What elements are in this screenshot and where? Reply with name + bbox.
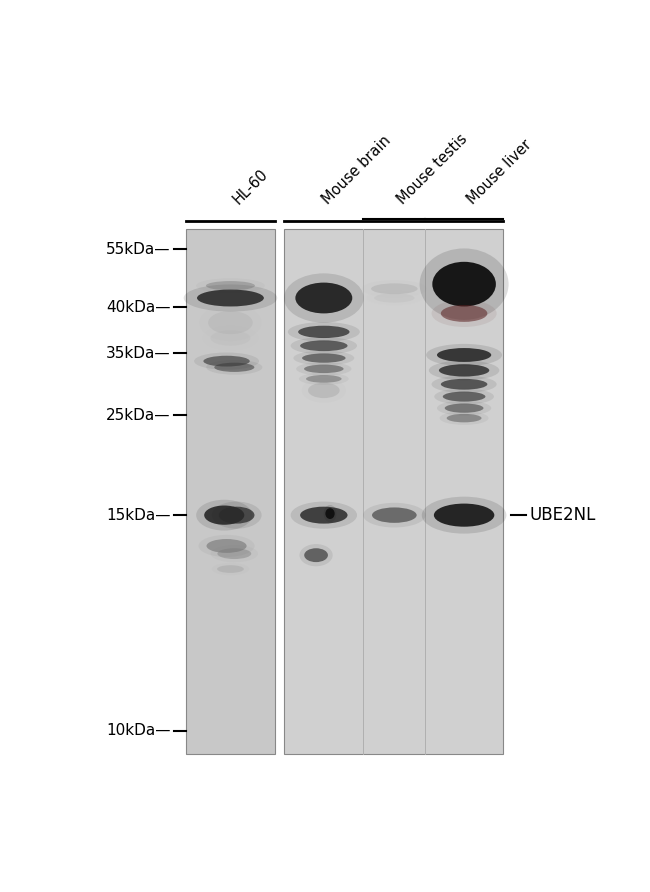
Ellipse shape [432,262,496,307]
Ellipse shape [439,364,489,376]
Ellipse shape [203,356,250,367]
Ellipse shape [217,566,244,573]
Ellipse shape [372,508,417,523]
Text: HL-60: HL-60 [231,167,271,207]
Ellipse shape [208,311,253,334]
Text: Mouse liver: Mouse liver [464,137,534,207]
Ellipse shape [432,300,497,327]
Ellipse shape [300,544,333,566]
Ellipse shape [211,545,258,562]
Ellipse shape [206,359,263,375]
Text: 40kDa—: 40kDa— [106,300,170,315]
Ellipse shape [184,285,278,311]
Ellipse shape [429,360,499,380]
Ellipse shape [302,353,346,363]
Ellipse shape [434,389,494,405]
Ellipse shape [214,363,254,372]
Ellipse shape [212,501,261,529]
Ellipse shape [198,535,255,557]
Text: 10kDa—: 10kDa— [106,723,170,739]
Text: Mouse brain: Mouse brain [320,133,394,207]
Ellipse shape [306,375,342,383]
Text: 55kDa—: 55kDa— [106,242,170,257]
Text: 15kDa—: 15kDa— [106,508,170,523]
Ellipse shape [447,414,482,422]
Ellipse shape [211,330,250,346]
Ellipse shape [196,500,252,531]
Ellipse shape [324,505,337,522]
Ellipse shape [293,351,354,366]
Ellipse shape [432,376,497,392]
Ellipse shape [308,383,340,398]
Ellipse shape [207,539,246,553]
Ellipse shape [300,341,348,351]
Bar [186,228,275,754]
Ellipse shape [422,497,506,533]
Ellipse shape [420,248,508,320]
Ellipse shape [439,411,489,425]
Ellipse shape [371,284,417,294]
Ellipse shape [295,283,352,313]
Bar [284,228,503,754]
Text: Mouse testis: Mouse testis [395,131,470,207]
Ellipse shape [304,549,328,562]
Ellipse shape [441,305,488,322]
Ellipse shape [219,507,254,524]
Ellipse shape [194,352,259,370]
Ellipse shape [434,504,495,526]
Ellipse shape [206,281,255,290]
Ellipse shape [363,503,426,527]
Ellipse shape [298,326,350,338]
Ellipse shape [300,507,348,524]
Ellipse shape [443,392,486,401]
Ellipse shape [217,549,252,559]
Text: 25kDa—: 25kDa— [106,408,170,423]
Ellipse shape [374,293,415,302]
Ellipse shape [326,508,335,519]
Ellipse shape [291,337,357,354]
Ellipse shape [366,291,423,305]
Ellipse shape [437,348,491,362]
Text: 35kDa—: 35kDa— [106,346,170,361]
Ellipse shape [437,401,491,416]
Ellipse shape [299,373,349,385]
Ellipse shape [304,365,344,373]
Ellipse shape [291,501,357,529]
Ellipse shape [204,506,244,524]
Ellipse shape [445,403,484,413]
Ellipse shape [288,322,360,342]
Ellipse shape [441,379,488,390]
Ellipse shape [197,290,264,307]
Text: UBE2NL: UBE2NL [530,506,596,524]
Ellipse shape [426,344,502,366]
Ellipse shape [296,362,352,376]
Ellipse shape [284,273,363,323]
Ellipse shape [362,280,427,297]
